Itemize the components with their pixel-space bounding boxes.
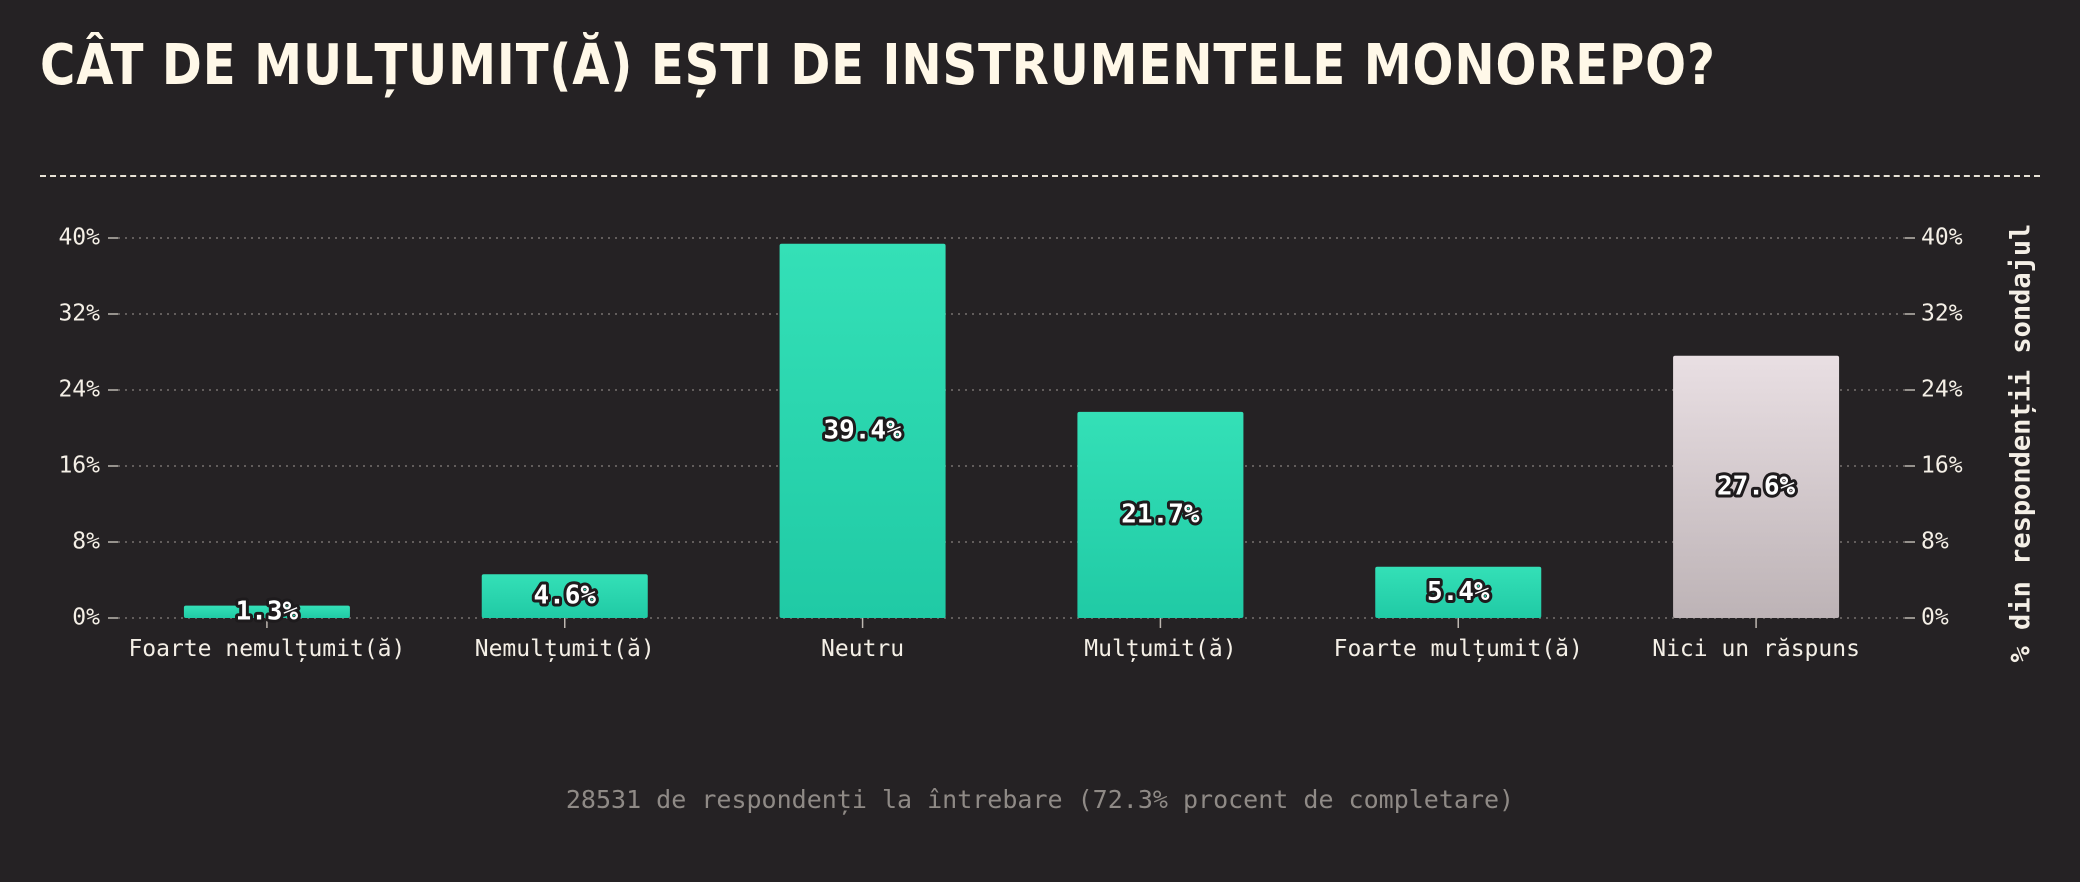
y-tick-label-left: 24% xyxy=(58,377,100,403)
bars xyxy=(183,243,1840,618)
bar xyxy=(779,243,946,618)
y-tick-label-right: 40% xyxy=(1921,225,1963,251)
y-tick-label-right: 8% xyxy=(1921,529,1949,555)
axes: 0% 0% 8% 8% 16% 16% 24% 24% 32% 32% 40% 40% % din re… xyxy=(58,224,2036,663)
y-tick-label-right: 16% xyxy=(1921,453,1963,479)
bar xyxy=(183,605,350,618)
y-axis-title-right: % din respondenții sondajul xyxy=(2006,224,2037,663)
bar-value-label: 1.3% xyxy=(236,596,299,626)
x-tick-label: Foarte nemulțumit(ă) xyxy=(128,636,405,662)
y-tick-label-right: 0% xyxy=(1921,605,1949,631)
x-tick-label: Nici un răspuns xyxy=(1652,636,1860,662)
bar xyxy=(1673,355,1840,618)
title-divider xyxy=(40,175,2040,177)
bar-value-label: 39.4% xyxy=(823,415,902,445)
x-tick-label: Mulțumit(ă) xyxy=(1084,636,1236,662)
y-tick-label-left: 32% xyxy=(58,301,100,327)
x-tick-label: Neutru xyxy=(821,636,904,662)
bar-value-label: 21.7% xyxy=(1121,499,1200,529)
value-labels: 1.3% 4.6% 39.4% 21.7% 5.4% 27.6% xyxy=(233,412,1799,629)
x-tick-label: Nemulțumit(ă) xyxy=(475,636,655,662)
y-tick-label-left: 16% xyxy=(58,453,100,479)
respondents-footnote: 28531 de respondenți la întrebare (72.3%… xyxy=(565,785,1515,814)
grid-lines xyxy=(118,237,1905,619)
bar-value-label: 27.6% xyxy=(1717,471,1796,501)
bar xyxy=(1077,411,1244,618)
y-tick-label-left: 0% xyxy=(72,605,100,631)
x-tick-label: Foarte mulțumit(ă) xyxy=(1334,636,1583,662)
bar-value-label: 5.4% xyxy=(1427,577,1490,607)
y-tick-label-right: 32% xyxy=(1921,301,1963,327)
bar-chart: 0% 0% 8% 8% 16% 16% 24% 24% 32% 32% 40% 40% % din re… xyxy=(58,224,2036,663)
bar xyxy=(1375,566,1542,618)
chart-title: CÂT DE MULȚUMIT(Ă) EȘTI DE INSTRUMENTELE… xyxy=(40,33,1716,98)
y-tick-label-left: 40% xyxy=(58,225,100,251)
bar-value-label: 4.6% xyxy=(533,581,596,611)
bar xyxy=(481,574,648,618)
y-tick-label-right: 24% xyxy=(1921,377,1963,403)
y-tick-label-left: 8% xyxy=(72,529,100,555)
